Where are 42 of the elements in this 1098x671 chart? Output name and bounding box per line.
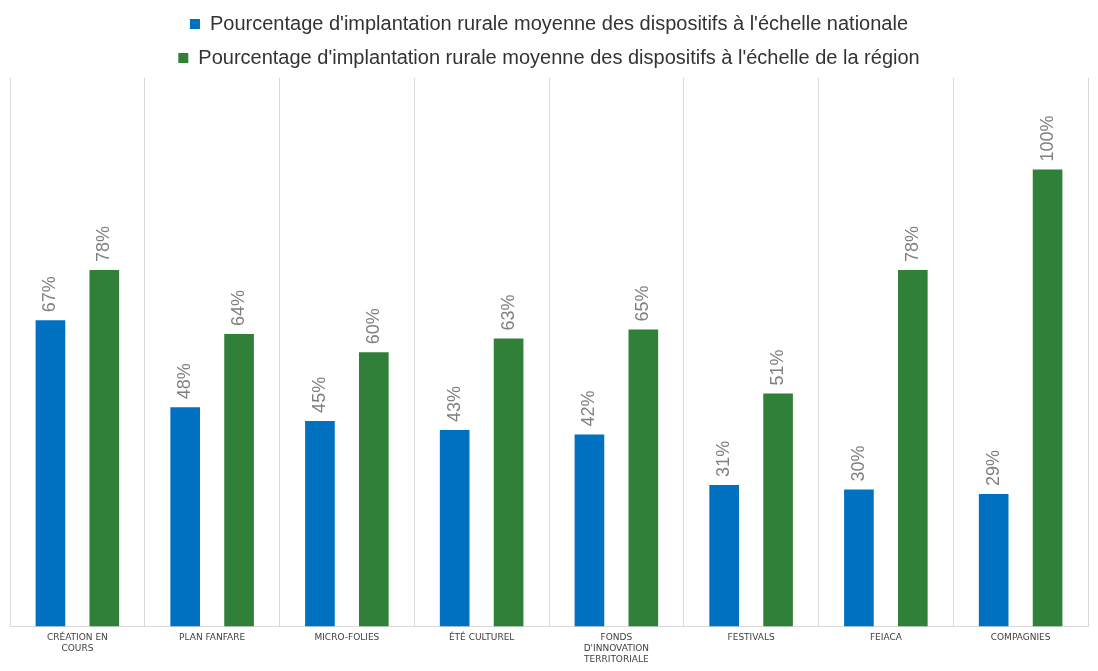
bar xyxy=(1032,169,1063,627)
data-label: 31% xyxy=(713,440,734,477)
bar xyxy=(439,430,470,627)
bar xyxy=(35,320,66,627)
data-label: 60% xyxy=(362,308,383,345)
x-tick-label: CRÉATION EN COURS xyxy=(46,631,108,654)
data-label: 29% xyxy=(982,449,1003,487)
data-label: 100% xyxy=(1036,115,1057,162)
legend-label: Pourcentage d'implantation rurale moyenne des dispositifs à l'échelle nationale xyxy=(209,11,909,34)
data-label: 64% xyxy=(228,289,249,327)
bar xyxy=(493,338,524,627)
bar xyxy=(574,434,605,627)
data-label: 67% xyxy=(39,276,60,313)
data-label: 78% xyxy=(901,225,922,263)
bar xyxy=(978,494,1009,627)
x-tick-label: FONDS D'INNOVATION TERRITORIALE xyxy=(583,632,650,664)
bar xyxy=(709,484,739,627)
data-label: 48% xyxy=(174,363,195,400)
x-tick-label: PLAN FANFARE xyxy=(179,632,246,643)
bar xyxy=(763,393,793,627)
data-label: 65% xyxy=(632,285,653,322)
bar xyxy=(844,489,874,627)
bar xyxy=(224,334,254,627)
data-label: 51% xyxy=(767,349,788,386)
bar xyxy=(305,420,335,627)
bar xyxy=(628,329,659,627)
x-tick-label: COMPAGNIES xyxy=(990,632,1051,643)
legend-label: Pourcentage d'implantation rurale moyenne des dispositifs à l'échelle de la région xyxy=(198,45,920,68)
data-label: 42% xyxy=(578,390,599,427)
bar xyxy=(898,270,928,627)
data-label: 78% xyxy=(93,225,114,263)
bar xyxy=(359,352,389,627)
data-label: 30% xyxy=(847,445,868,482)
bar xyxy=(170,407,200,627)
data-label: 43% xyxy=(443,385,464,423)
data-label: 45% xyxy=(308,376,329,413)
data-label: 63% xyxy=(497,294,518,331)
x-tick-label: FEIACA xyxy=(869,632,903,643)
x-tick-label: MICRO-FOLIES xyxy=(314,632,380,643)
bar xyxy=(89,270,120,627)
x-tick-label: ÉTÉ CULTUREL xyxy=(448,631,515,643)
x-tick-label: FESTIVALS xyxy=(727,632,775,643)
